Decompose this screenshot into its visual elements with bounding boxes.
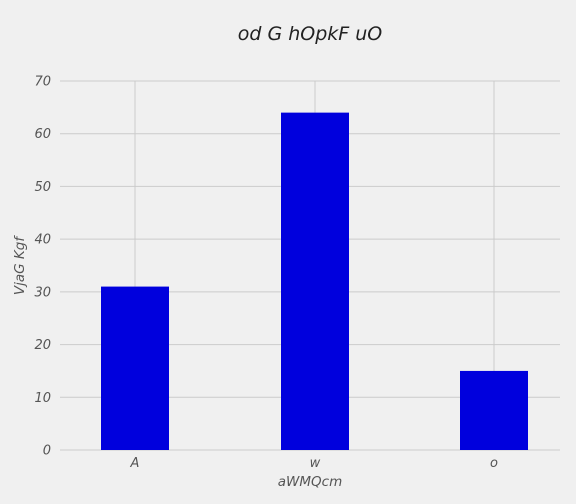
- y-tick-label: 60: [34, 127, 51, 142]
- x-tick-label: A: [130, 456, 140, 471]
- y-tick-label: 40: [34, 233, 51, 248]
- x-tick-label: w: [310, 456, 321, 471]
- bar: [460, 370, 528, 450]
- x-tick-label: o: [490, 456, 498, 471]
- bar: [101, 286, 169, 450]
- y-tick-label: 50: [34, 180, 51, 195]
- y-tick-labels: 0 10 20 30 40 50 60 70: [34, 75, 51, 459]
- y-tick-label: 30: [34, 285, 51, 300]
- y-axis-label: VjaG Kgf: [12, 235, 28, 295]
- chart-title: od G hOpkF uO: [238, 23, 383, 45]
- y-tick-label: 20: [34, 338, 51, 353]
- bar: [281, 112, 349, 450]
- y-tick-label: 70: [34, 75, 51, 90]
- y-tick-label: 0: [43, 444, 51, 459]
- x-axis-label: aWMQcm: [278, 474, 342, 490]
- y-tick-label: 10: [34, 391, 51, 406]
- bars: [101, 112, 528, 450]
